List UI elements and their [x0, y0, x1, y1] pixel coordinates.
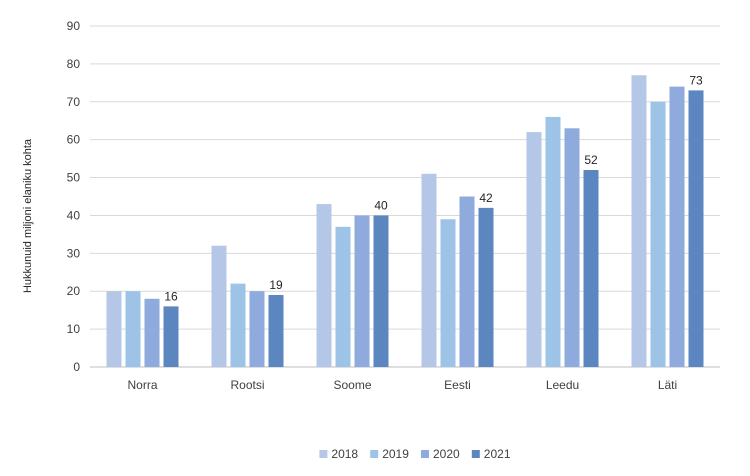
- data-labels: 16 19 40 42 52 73: [164, 73, 703, 303]
- bars: [106, 75, 704, 368]
- x-category-label: Rootsi: [230, 378, 264, 392]
- bar-soome-2020: [354, 215, 370, 367]
- legend: 2018 2019 2020 2021: [319, 447, 511, 461]
- gridlines: [90, 25, 720, 368]
- legend-label: 2021: [484, 447, 511, 461]
- bar-läti-2021: [688, 90, 704, 368]
- bar-leedu-2021: [583, 169, 599, 367]
- legend-label: 2018: [331, 447, 358, 461]
- bar-norra-2019: [125, 291, 141, 367]
- data-label: 73: [689, 73, 703, 87]
- bar-norra-2018: [106, 291, 122, 367]
- x-category-label: Soome: [333, 378, 371, 392]
- y-tick-label: 50: [67, 171, 81, 185]
- y-axis-ticks: 0 10 20 30 40 50 60 70 80 90: [67, 19, 81, 374]
- y-axis-title: Hukkunuid miljoni elaniku kohta: [22, 138, 34, 293]
- y-tick-label: 60: [67, 133, 81, 147]
- bar-läti-2018: [631, 75, 647, 367]
- legend-swatch-2019: [370, 450, 379, 458]
- data-label: 52: [584, 153, 598, 167]
- legend-label: 2020: [433, 447, 460, 461]
- y-tick-label: 0: [73, 360, 80, 374]
- x-category-label: Eesti: [444, 378, 471, 392]
- data-label: 16: [164, 289, 178, 303]
- bar-rootsi-2019: [230, 283, 246, 367]
- y-tick-label: 10: [67, 322, 81, 336]
- x-category-label: Läti: [658, 378, 677, 392]
- bar-leedu-2019: [545, 116, 561, 367]
- bar-soome-2019: [335, 226, 351, 367]
- x-category-label: Leedu: [546, 378, 579, 392]
- y-tick-label: 90: [67, 19, 81, 33]
- bar-leedu-2018: [526, 132, 542, 367]
- bar-läti-2020: [669, 86, 685, 367]
- y-tick-label: 80: [67, 57, 81, 71]
- legend-swatch-2018: [319, 450, 328, 458]
- bar-eesti-2020: [459, 196, 475, 367]
- y-tick-label: 70: [67, 95, 81, 109]
- bar-eesti-2018: [421, 173, 437, 367]
- x-axis-categories: Norra Rootsi Soome Eesti Leedu Läti: [127, 378, 677, 392]
- bar-leedu-2020: [564, 128, 580, 367]
- y-tick-label: 40: [67, 208, 81, 222]
- bar-läti-2019: [650, 101, 666, 368]
- data-label: 19: [269, 278, 283, 292]
- bar-rootsi-2020: [249, 291, 265, 367]
- legend-swatch-2021: [471, 450, 480, 458]
- legend-swatch-2020: [421, 450, 429, 458]
- data-label: 40: [374, 198, 388, 212]
- bar-soome-2018: [316, 204, 332, 367]
- bar-eesti-2019: [440, 219, 456, 367]
- bar-soome-2021: [373, 215, 389, 367]
- bar-rootsi-2018: [211, 245, 227, 367]
- legend-label: 2019: [382, 447, 409, 461]
- x-category-label: Norra: [127, 378, 157, 392]
- bar-norra-2020: [144, 298, 160, 367]
- y-tick-label: 30: [67, 246, 81, 260]
- bar-rootsi-2021: [268, 295, 284, 367]
- data-label: 42: [479, 191, 493, 205]
- bar-norra-2021: [163, 306, 179, 367]
- bar-eesti-2021: [478, 207, 494, 367]
- y-tick-label: 20: [67, 284, 81, 298]
